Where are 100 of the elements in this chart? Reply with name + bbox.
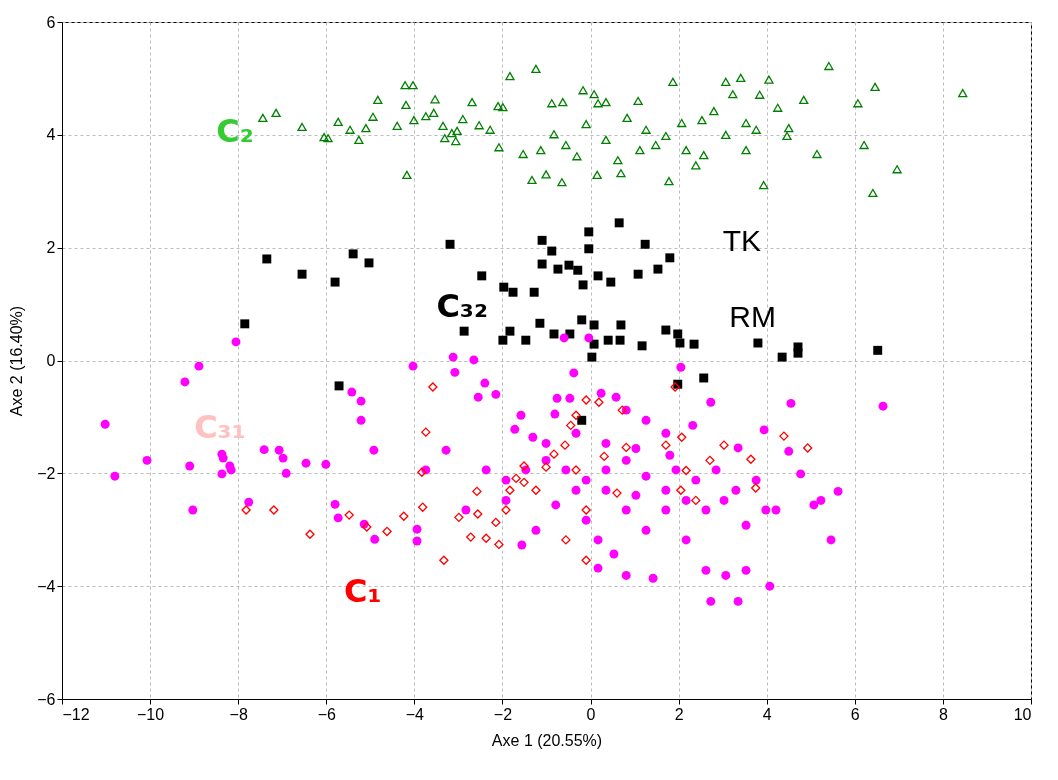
point <box>699 373 709 383</box>
x-tick-label: 8 <box>938 705 948 723</box>
point <box>573 265 583 275</box>
point <box>803 443 813 453</box>
point <box>269 505 279 515</box>
point <box>417 467 427 477</box>
point <box>439 555 449 565</box>
x-axis-title: Axe 1 (20.55%) <box>491 731 603 749</box>
point <box>584 227 594 237</box>
point <box>445 239 455 249</box>
point <box>560 440 570 450</box>
series-label: C₁ <box>343 571 382 610</box>
point <box>472 486 482 497</box>
x-tick-label: −6 <box>317 705 336 723</box>
x-tick-label: −4 <box>405 705 425 723</box>
point <box>681 465 691 476</box>
point <box>633 269 643 279</box>
point <box>421 427 431 437</box>
point <box>665 253 675 263</box>
point <box>673 329 683 339</box>
point <box>549 449 559 459</box>
point <box>677 432 687 442</box>
y-tick-label: 0 <box>46 352 56 369</box>
point <box>746 454 756 464</box>
point <box>689 339 699 349</box>
series-label: C₃₁ <box>194 408 246 447</box>
y-tick-label: 2 <box>46 239 56 257</box>
y-axis-title: Axe 2 (16.40%) <box>8 305 26 417</box>
point <box>519 477 529 488</box>
annotation: TK <box>722 224 762 258</box>
point <box>477 271 487 281</box>
point <box>521 335 531 345</box>
point <box>494 539 504 550</box>
point <box>537 259 547 269</box>
point <box>330 277 340 287</box>
point <box>505 485 515 495</box>
point <box>793 348 803 358</box>
point <box>571 465 581 475</box>
point <box>719 440 729 450</box>
point <box>531 485 541 495</box>
point <box>535 318 545 328</box>
point <box>599 451 609 462</box>
x-tick-label: −10 <box>137 705 165 723</box>
point <box>779 431 789 441</box>
y-tick-label: −6 <box>37 690 56 708</box>
x-tick-label: −8 <box>229 705 248 723</box>
point <box>344 510 354 520</box>
series-label: C₂ <box>216 112 254 151</box>
point <box>418 502 428 512</box>
point <box>581 505 591 515</box>
point <box>541 462 551 472</box>
point <box>473 509 483 519</box>
point <box>612 488 622 498</box>
point <box>640 239 650 249</box>
point <box>587 352 597 362</box>
point <box>428 382 438 392</box>
x-tick-label: 0 <box>586 705 596 723</box>
point <box>262 254 272 264</box>
point <box>561 535 571 545</box>
point <box>537 235 547 245</box>
point <box>529 287 539 297</box>
point <box>501 505 511 515</box>
series-label: C₃₂ <box>436 286 488 325</box>
point <box>364 258 374 268</box>
point <box>297 269 307 279</box>
y-tick-label: 6 <box>46 13 56 31</box>
point <box>691 495 701 506</box>
point <box>578 280 588 290</box>
point <box>577 315 587 325</box>
point <box>519 461 529 471</box>
point <box>751 483 761 493</box>
point <box>241 505 251 515</box>
point <box>466 532 476 542</box>
point <box>615 335 625 345</box>
point <box>653 264 663 274</box>
point <box>584 244 594 254</box>
y-tick-label: −2 <box>37 464 56 482</box>
point <box>661 440 671 450</box>
point <box>305 529 315 539</box>
point <box>382 526 392 537</box>
point <box>566 420 576 431</box>
x-tick-label: 6 <box>850 705 860 723</box>
point <box>661 325 671 335</box>
point <box>498 335 508 345</box>
point <box>617 405 627 415</box>
x-tick-label: −12 <box>62 705 90 723</box>
point <box>508 287 518 297</box>
point <box>593 271 603 281</box>
point <box>589 339 599 349</box>
point <box>553 264 563 274</box>
point <box>348 249 358 259</box>
y-tick-label: −4 <box>37 577 56 595</box>
point <box>459 326 469 336</box>
point <box>564 260 574 270</box>
point <box>637 341 647 351</box>
point <box>481 533 491 543</box>
point <box>547 246 557 256</box>
point <box>505 326 515 336</box>
point <box>873 345 883 355</box>
point <box>675 338 685 348</box>
